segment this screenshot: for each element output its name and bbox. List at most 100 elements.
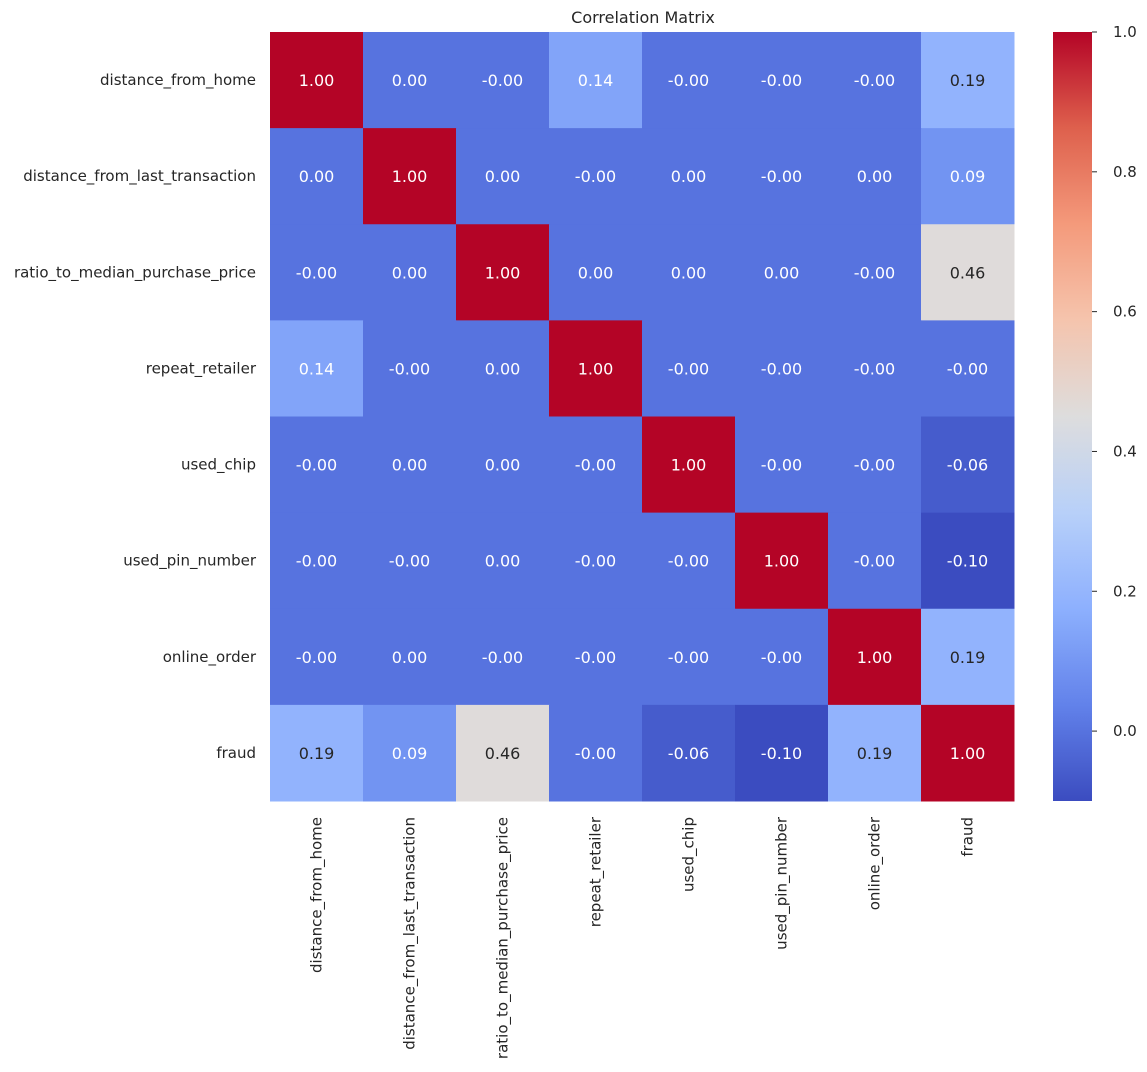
colorbar-gradient	[1053, 32, 1092, 801]
heatmap-cell-label: 0.00	[671, 167, 707, 186]
heatmap-cell	[270, 128, 364, 225]
x-tick-label: ratio_to_median_purchase_price	[494, 817, 513, 1059]
heatmap-cell	[921, 512, 1015, 610]
colorbar-tick-label: 1.0	[1113, 23, 1137, 41]
y-tick-label: fraud	[216, 744, 256, 762]
heatmap-cell-label: 0.00	[392, 456, 428, 475]
y-axis-tick-labels: distance_from_home distance_from_last_tra…	[14, 71, 257, 762]
heatmap-cell-label: -0.06	[668, 744, 709, 763]
heatmap-cell-label: 0.19	[857, 744, 893, 763]
heatmap-cell-label: -0.00	[296, 552, 337, 571]
y-tick-label: used_chip	[181, 456, 256, 475]
y-tick-label: distance_from_last_transaction	[23, 167, 256, 186]
heatmap-cell-label: 0.00	[578, 263, 614, 282]
heatmap-cell	[828, 32, 922, 129]
heatmap-cell	[549, 704, 643, 802]
heatmap-cell	[549, 320, 643, 417]
heatmap-cell-label: 1.00	[764, 552, 800, 571]
heatmap-cell	[270, 224, 364, 321]
heatmap-cell-label: 0.00	[392, 263, 428, 282]
heatmap-cell	[456, 608, 550, 706]
heatmap-cell	[642, 32, 736, 129]
heatmap-cell	[828, 512, 922, 610]
heatmap-cell-label: 0.46	[485, 744, 521, 763]
heatmap-cell	[456, 512, 550, 610]
heatmap-cell	[456, 224, 550, 321]
heatmap-cell	[828, 128, 922, 225]
heatmap-cell-label: -0.00	[668, 359, 709, 378]
colorbar-tick-label: 0.8	[1113, 163, 1137, 181]
heatmap-cell	[735, 224, 829, 321]
heatmap-cell	[363, 320, 457, 417]
heatmap-cell	[921, 416, 1015, 514]
heatmap-cell-label: 1.00	[671, 456, 707, 475]
y-tick-label: repeat_retailer	[146, 359, 257, 378]
y-tick-label: distance_from_home	[100, 71, 256, 90]
heatmap-cell-label: -0.00	[668, 71, 709, 90]
heatmap-cell-label: -0.00	[296, 456, 337, 475]
heatmap-cell	[270, 416, 364, 514]
chart-title: Correlation Matrix	[571, 8, 715, 27]
heatmap-cell-label: 0.00	[485, 167, 521, 186]
heatmap-cell	[456, 32, 550, 129]
heatmap-cell-label: -0.00	[947, 359, 988, 378]
heatmap-cell-label: -0.00	[761, 648, 802, 667]
heatmap-cell	[456, 416, 550, 514]
heatmap-cell-label: -0.00	[296, 263, 337, 282]
heatmap-cell-label: 0.00	[485, 552, 521, 571]
heatmap-cell-label: 0.14	[578, 71, 614, 90]
x-tick-label: distance_from_last_transaction	[401, 817, 420, 1050]
heatmap-cell	[921, 128, 1015, 225]
heatmap-cell	[828, 608, 922, 706]
heatmap-cell	[363, 704, 457, 802]
heatmap-cell	[270, 704, 364, 802]
y-tick-label: ratio_to_median_purchase_price	[14, 263, 256, 282]
heatmap-cell-label: -0.00	[575, 744, 616, 763]
heatmap-cell	[363, 32, 457, 129]
heatmap-cell	[363, 416, 457, 514]
y-tick-label: online_order	[163, 648, 257, 667]
heatmap-cell	[735, 128, 829, 225]
heatmap-cell-label: 0.00	[671, 263, 707, 282]
heatmap-cell	[735, 704, 829, 802]
heatmap-cell	[270, 32, 364, 129]
heatmap-cell-label: -0.00	[575, 456, 616, 475]
heatmap-cells	[270, 32, 1015, 802]
heatmap-cell	[828, 416, 922, 514]
x-tick-label: online_order	[866, 816, 885, 910]
heatmap-cell-label: 1.00	[485, 263, 521, 282]
heatmap-cell	[921, 608, 1015, 706]
heatmap-annotations: 1.00 0.00 -0.00 0.14 -0.00 -0.00 -0.00 0.19 0.00…	[296, 71, 988, 763]
heatmap-cell	[735, 32, 829, 129]
heatmap-cell	[363, 512, 457, 610]
heatmap-cell-label: 0.19	[299, 744, 335, 763]
heatmap-cell-label: 0.09	[950, 167, 986, 186]
heatmap-cell	[735, 320, 829, 417]
heatmap-cell	[921, 224, 1015, 321]
heatmap-cell-label: 0.19	[950, 71, 986, 90]
heatmap-cell-label: 0.00	[764, 263, 800, 282]
heatmap-cell	[642, 128, 736, 225]
heatmap-cell-label: 0.46	[950, 263, 986, 282]
heatmap-cell-label: 0.00	[485, 359, 521, 378]
heatmap-cell-label: -0.10	[947, 552, 988, 571]
heatmap-cell-label: -0.00	[854, 552, 895, 571]
heatmap-cell	[549, 32, 643, 129]
heatmap-cell	[549, 416, 643, 514]
x-tick-label: fraud	[959, 817, 977, 857]
heatmap-cell-label: 0.00	[392, 648, 428, 667]
heatmap-cell-label: -0.00	[854, 359, 895, 378]
heatmap-cell-label: -0.00	[854, 263, 895, 282]
heatmap-cell-label: 0.00	[485, 456, 521, 475]
heatmap-cell	[828, 224, 922, 321]
colorbar-tick-label: 0.4	[1113, 442, 1137, 460]
heatmap-cell-label: -0.00	[482, 648, 523, 667]
colorbar-tick-label: 0.0	[1113, 722, 1137, 740]
heatmap-cell	[270, 512, 364, 610]
heatmap-cell-label: -0.00	[482, 71, 523, 90]
heatmap-cell-label: -0.00	[761, 359, 802, 378]
heatmap-cell	[921, 32, 1015, 129]
heatmap-cell	[456, 704, 550, 802]
